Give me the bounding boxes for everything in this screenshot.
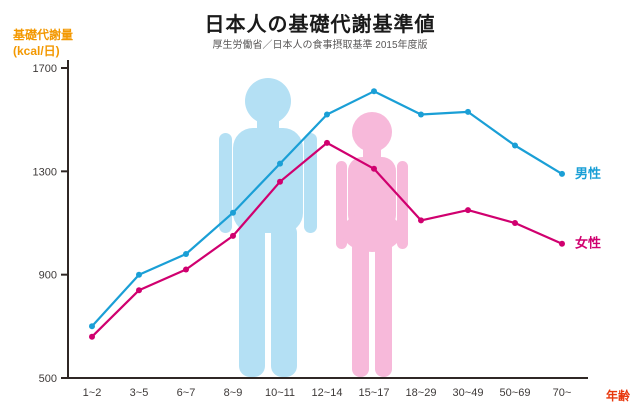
x-tick-label: 30~49 bbox=[453, 387, 484, 399]
female-data-point bbox=[559, 240, 565, 247]
y-tick-label: 900 bbox=[39, 270, 57, 282]
female-data-point bbox=[183, 266, 189, 273]
x-tick-label: 18~29 bbox=[406, 387, 437, 399]
x-tick-label: 1~2 bbox=[83, 387, 102, 399]
male-data-point bbox=[559, 170, 565, 177]
female-line bbox=[91, 141, 563, 338]
x-tick-label: 12~14 bbox=[312, 387, 343, 399]
male-data-point bbox=[418, 111, 424, 118]
male-line bbox=[91, 90, 563, 328]
x-tick-label: 15~17 bbox=[359, 387, 390, 399]
y-tick-label: 1700 bbox=[33, 63, 57, 75]
female-data-point bbox=[89, 333, 95, 340]
male-data-point bbox=[371, 88, 377, 95]
female-data-point bbox=[230, 232, 236, 239]
female-silhouette-figure bbox=[336, 112, 408, 377]
female-data-point bbox=[512, 220, 518, 226]
y-tick-label: 500 bbox=[39, 373, 57, 385]
male-data-point bbox=[324, 111, 330, 118]
male-data-point bbox=[230, 209, 236, 216]
y-axis-title-line2: (kcal/日) bbox=[13, 44, 60, 59]
male-data-point bbox=[183, 251, 189, 257]
female-data-point bbox=[465, 207, 471, 214]
female-data-point bbox=[371, 165, 377, 172]
y-tick-label: 1300 bbox=[33, 166, 57, 178]
male-silhouette-figure bbox=[219, 78, 317, 377]
male-data-point bbox=[277, 160, 283, 167]
x-axis-title: 年齢 bbox=[605, 389, 630, 403]
male-legend-label: 男性 bbox=[575, 166, 601, 181]
female-data-point bbox=[324, 139, 330, 146]
x-tick-label: 3~5 bbox=[130, 387, 149, 399]
axes bbox=[67, 60, 588, 379]
male-data-point bbox=[465, 108, 471, 115]
male-data-point bbox=[512, 142, 518, 149]
x-tick-label: 6~7 bbox=[177, 387, 196, 399]
y-axis-title: 基礎代謝量 (kcal/日) bbox=[13, 27, 73, 59]
y-axis-title-line1: 基礎代謝量 bbox=[13, 28, 74, 42]
x-tick-label: 50~69 bbox=[500, 387, 531, 399]
x-tick-label: 10~11 bbox=[265, 387, 295, 399]
male-data-point bbox=[136, 271, 142, 278]
plot-area: 500 900 1300 1700 1~2 3~5 6~7 8~9 10~11 12~14 15~1… bbox=[33, 63, 602, 399]
x-tick-label: 70~ bbox=[553, 387, 572, 399]
chart-title: 日本人の基礎代謝基準値 bbox=[204, 14, 436, 36]
x-tick-label: 8~9 bbox=[224, 387, 243, 399]
chart-subtitle: 厚生労働省／日本人の食事摂取基準 2015年度版 bbox=[212, 40, 428, 51]
female-legend-label: 女性 bbox=[575, 236, 601, 251]
male-data-point bbox=[89, 323, 95, 330]
female-data-point bbox=[418, 217, 424, 224]
female-data-point bbox=[136, 287, 142, 294]
female-data-point bbox=[277, 178, 283, 185]
